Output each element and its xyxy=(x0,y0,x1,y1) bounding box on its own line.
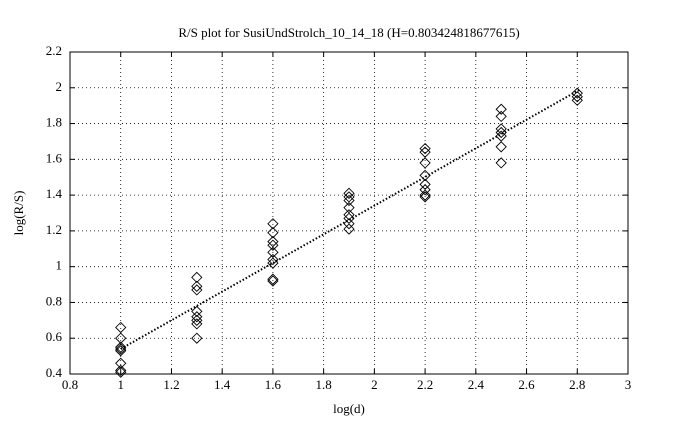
point xyxy=(419,142,431,155)
point xyxy=(115,364,127,377)
point xyxy=(191,318,203,330)
point xyxy=(495,126,507,139)
fit-line xyxy=(120,88,581,350)
x-tick-label: 2.2 xyxy=(417,377,433,392)
point xyxy=(115,341,127,353)
point xyxy=(343,218,355,230)
point xyxy=(419,191,431,203)
point xyxy=(267,246,279,258)
point xyxy=(495,157,507,169)
point xyxy=(115,343,127,355)
y-tick-label: 1.6 xyxy=(46,150,63,165)
point xyxy=(571,94,583,106)
point xyxy=(343,223,355,235)
point xyxy=(191,314,203,326)
point xyxy=(495,110,507,123)
point xyxy=(419,157,431,169)
point xyxy=(267,227,279,239)
point xyxy=(343,187,355,199)
x-tick-label: 2 xyxy=(371,377,378,392)
point xyxy=(419,146,431,158)
x-tick-label: 2.4 xyxy=(468,377,485,392)
plot-frame xyxy=(69,51,629,375)
y-tick-label: 2.2 xyxy=(46,43,62,58)
y-tick-label: 0.6 xyxy=(46,329,63,344)
y-tick-label: 2 xyxy=(56,79,63,94)
chart-title: R/S plot for SusiUndStrolch_10_14_18 (H=… xyxy=(178,25,519,40)
point xyxy=(419,189,431,201)
point xyxy=(267,239,279,251)
point xyxy=(343,209,355,221)
point xyxy=(191,284,203,296)
y-tick-label: 0.4 xyxy=(46,365,63,380)
x-tick-label: 2.8 xyxy=(569,377,585,392)
point xyxy=(115,357,127,369)
y-tick-label: 1.4 xyxy=(46,186,63,201)
y-tick-label: 0.8 xyxy=(46,293,62,308)
point xyxy=(267,235,279,248)
point xyxy=(115,321,127,334)
x-tick-label: 1.8 xyxy=(316,377,332,392)
x-tick-label: 1.4 xyxy=(214,377,231,392)
x-tick-label: 1.6 xyxy=(265,377,282,392)
point xyxy=(191,332,203,344)
point xyxy=(191,271,203,284)
point xyxy=(115,366,127,378)
point xyxy=(343,191,355,203)
point xyxy=(267,275,279,287)
point xyxy=(495,103,507,115)
point xyxy=(191,280,203,292)
point xyxy=(419,178,431,191)
point xyxy=(571,91,583,103)
point xyxy=(115,345,127,357)
point xyxy=(343,212,355,225)
point xyxy=(571,87,583,99)
x-tick-label: 0.8 xyxy=(62,377,78,392)
y-axis-label: log(R/S) xyxy=(11,191,26,236)
x-tick-label: 1 xyxy=(117,377,124,392)
point xyxy=(267,273,279,285)
point xyxy=(267,257,279,269)
point xyxy=(495,123,507,135)
point xyxy=(343,194,355,207)
y-tick-label: 1 xyxy=(56,258,63,273)
y-tick-label: 1.8 xyxy=(46,115,62,130)
point xyxy=(191,311,203,323)
y-tick-label: 1.2 xyxy=(46,222,62,237)
point xyxy=(495,141,507,153)
point xyxy=(419,169,431,182)
point xyxy=(419,184,431,196)
x-tick-label: 3 xyxy=(625,377,632,392)
point xyxy=(267,253,279,266)
x-axis-label: log(d) xyxy=(333,401,365,416)
x-tick-label: 2.6 xyxy=(518,377,535,392)
point xyxy=(495,130,507,142)
x-tick-label: 1.2 xyxy=(163,377,179,392)
point xyxy=(343,201,355,214)
point xyxy=(191,305,203,318)
point xyxy=(115,332,127,344)
point xyxy=(267,218,279,230)
